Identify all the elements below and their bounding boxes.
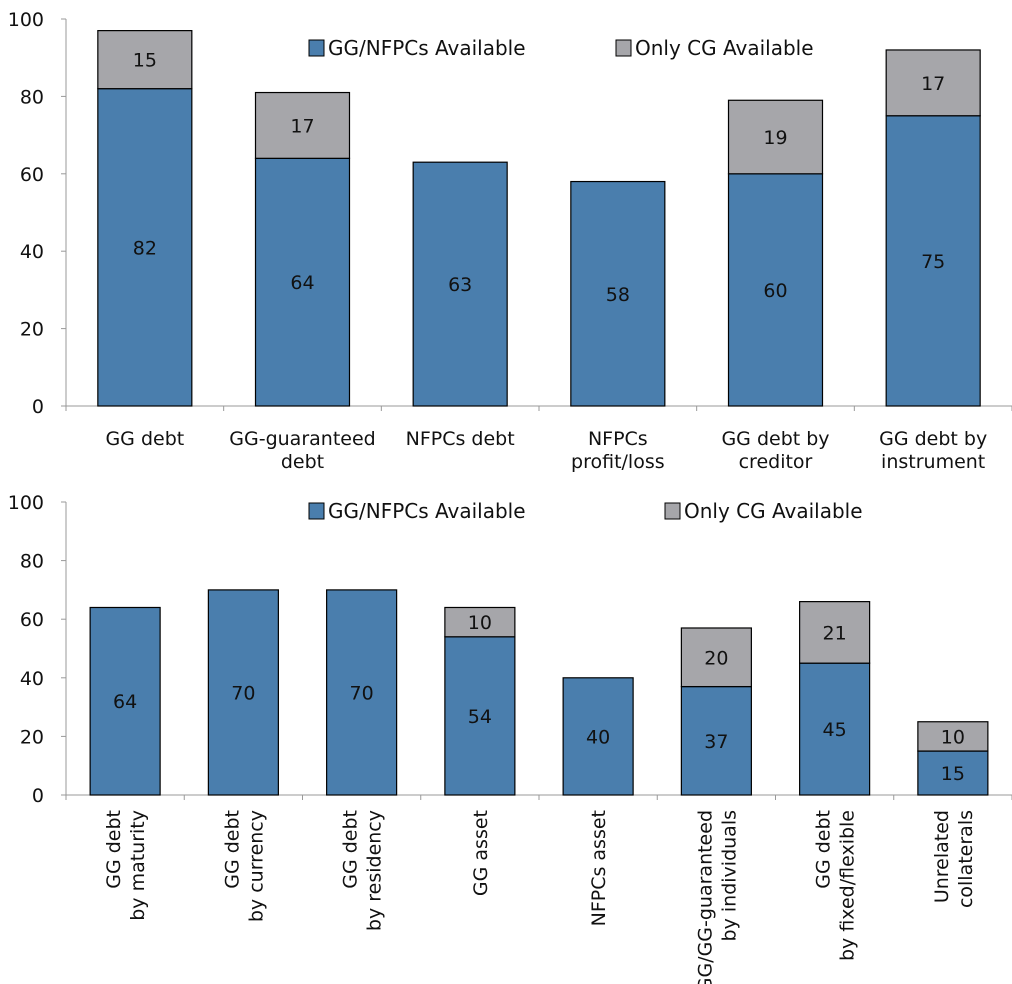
data-label: 58 <box>606 284 630 306</box>
x-category-label-line: GG debt <box>340 810 362 889</box>
legend-label-available: GG/NFPCs Available <box>328 36 526 60</box>
bar-available <box>326 589 398 796</box>
x-category-label: GG debt by fixed/flexible <box>813 810 859 961</box>
x-category-label: GG debt by currency <box>221 810 267 922</box>
data-label: 40 <box>586 726 610 748</box>
bar-available <box>412 161 508 407</box>
data-label: 60 <box>763 280 787 302</box>
y-tick-label: 20 <box>20 319 44 341</box>
x-category-label: NFPCs debt <box>406 428 515 450</box>
x-category-label: GG debt <box>105 428 184 450</box>
top-stacked-bar-chart: 0 20 40 60 80 100 82 15 GG debt 64 17 GG-guaranteed… <box>8 9 1012 473</box>
data-label: 70 <box>350 682 374 704</box>
x-category-label: NFPCs asset <box>588 810 610 926</box>
bar-only-cg <box>254 91 351 159</box>
bar-available <box>254 157 351 407</box>
x-category-label-line: GG asset <box>470 810 492 896</box>
data-label: 70 <box>231 682 255 704</box>
data-label: 82 <box>133 237 157 259</box>
legend-swatch-only-cg <box>615 39 632 57</box>
bar-only-cg <box>727 99 824 175</box>
y-tick-label: 40 <box>20 241 44 263</box>
y-tick-label: 80 <box>20 86 44 108</box>
bar-only-cg <box>97 30 193 90</box>
y-tick-label: 100 <box>8 492 44 514</box>
x-category-label-line: NFPCs asset <box>588 810 610 926</box>
data-label: 21 <box>823 622 847 644</box>
x-category-label: GG-guaranteed debt <box>229 428 375 473</box>
legend-swatch-available <box>308 39 325 57</box>
x-category-label: Unrelated collaterals <box>931 810 977 908</box>
x-category-label: GG debt by creditor <box>721 428 829 473</box>
bar-only-cg <box>917 721 989 752</box>
data-label: 10 <box>468 612 492 634</box>
data-label: 15 <box>941 763 965 785</box>
x-category-label: GG/GG-guaranteed by individuals <box>694 810 740 984</box>
bar-available <box>562 677 634 796</box>
data-label: 37 <box>704 731 728 753</box>
x-category-label: GG debt by instrument <box>879 428 987 473</box>
data-label: 45 <box>823 719 847 741</box>
x-category-label-line: by maturity <box>127 810 149 921</box>
x-category-label: NFPCs profit/loss <box>571 428 665 473</box>
y-tick-label: 40 <box>20 668 44 690</box>
bar-available <box>727 173 824 407</box>
bar-only-cg <box>885 49 981 117</box>
y-tick-label: 20 <box>20 726 44 748</box>
bar-available <box>89 606 161 796</box>
legend-swatch-only-cg <box>664 502 681 520</box>
y-tick-label: 0 <box>32 785 44 807</box>
x-category-label-line: by currency <box>245 810 267 922</box>
bar-available <box>570 180 666 407</box>
data-label: 20 <box>704 647 728 669</box>
x-category-label: GG debt by maturity <box>103 810 149 921</box>
x-category-label-line: Unrelated <box>931 810 953 903</box>
x-category-label-line: by individuals <box>718 810 740 941</box>
x-category-label-line: GG debt <box>103 810 125 889</box>
bar-only-cg <box>799 601 871 664</box>
data-label: 15 <box>133 50 157 72</box>
legend-swatch-available <box>308 502 325 520</box>
bar-available <box>799 662 871 796</box>
data-label: 10 <box>941 726 965 748</box>
y-tick-label: 80 <box>20 551 44 573</box>
data-label: 75 <box>921 251 945 273</box>
data-label: 19 <box>763 127 787 149</box>
data-label: 54 <box>468 706 492 728</box>
x-category-label-line: by fixed/flexible <box>837 810 859 961</box>
bar-available <box>917 750 989 796</box>
bar-available <box>207 589 279 796</box>
legend-label-only-cg: Only CG Available <box>635 36 814 60</box>
bar-available <box>444 636 516 796</box>
legend-label-only-cg: Only CG Available <box>684 499 863 523</box>
y-tick-label: 0 <box>32 396 44 418</box>
data-label: 64 <box>290 272 314 294</box>
x-category-label: GG debt by residency <box>340 810 386 931</box>
y-tick-label: 60 <box>20 609 44 631</box>
x-category-label-line: collaterals <box>955 810 977 908</box>
legend-label-available: GG/NFPCs Available <box>328 499 526 523</box>
bar-available <box>97 88 193 407</box>
x-category-label: GG asset <box>470 810 492 896</box>
data-label: 17 <box>290 115 314 137</box>
bar-only-cg <box>444 606 516 638</box>
bar-available <box>885 115 981 407</box>
data-label: 17 <box>921 73 945 95</box>
data-label: 63 <box>448 274 472 296</box>
x-category-label-line: GG/GG-guaranteed <box>694 810 716 984</box>
data-label: 64 <box>113 691 137 713</box>
x-category-label-line: GG debt <box>221 810 243 889</box>
x-category-label-line: by residency <box>364 810 386 931</box>
x-category-label-line: GG debt <box>813 810 835 889</box>
bar-only-cg <box>680 627 752 688</box>
y-tick-label: 100 <box>8 9 44 31</box>
y-tick-label: 60 <box>20 164 44 186</box>
